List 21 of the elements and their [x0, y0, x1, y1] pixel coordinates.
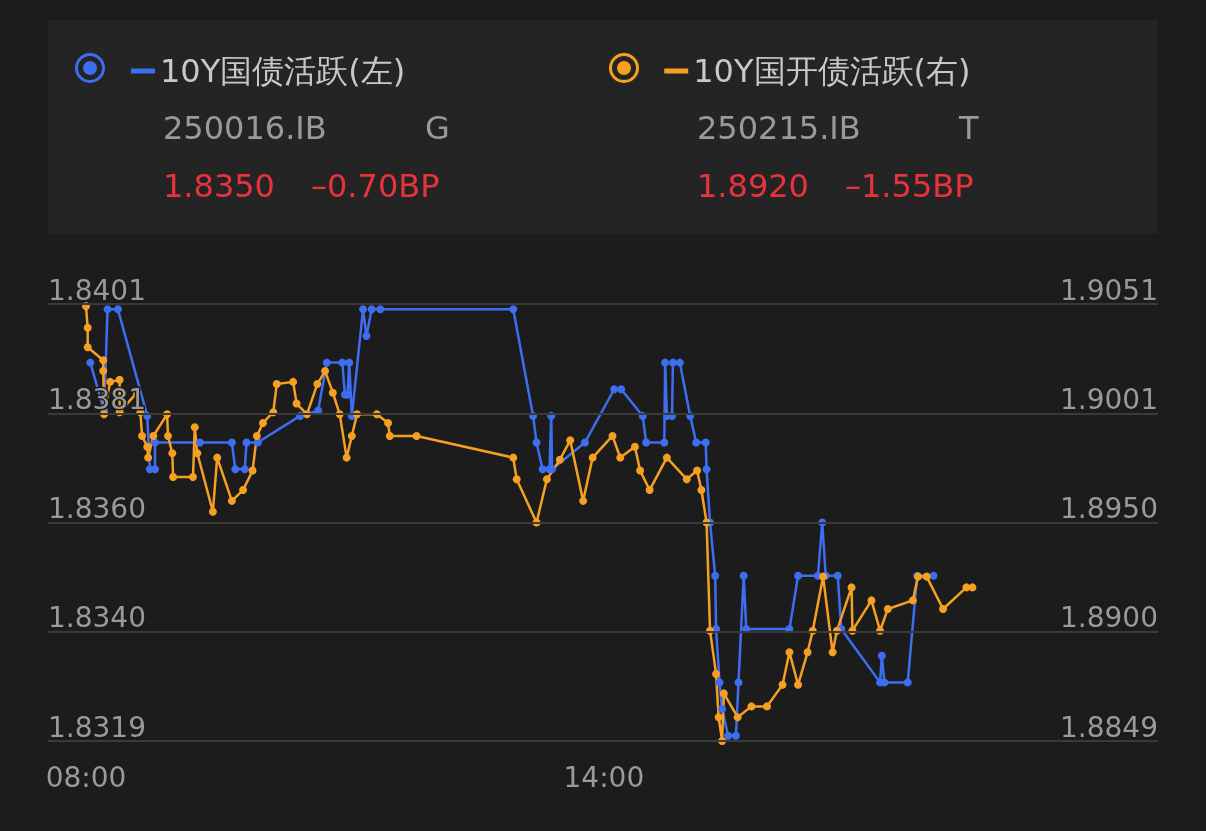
y2-tick-label: 1.8900 [1060, 601, 1158, 635]
text: 250215.IB [697, 109, 861, 147]
legend-label: 10Y国债活跃(左) [160, 52, 406, 90]
text: 1.8350 [163, 167, 275, 205]
text: 250016.IB [163, 109, 327, 147]
text: G [425, 109, 450, 147]
legend-label: 10Y国开债活跃(右) [693, 52, 971, 90]
y2-tick-label: 1.8950 [1060, 492, 1158, 525]
y2-tick-label: 1.9051 [1060, 273, 1158, 307]
text: –1.55BP [845, 167, 974, 205]
y2-tick-label: 1.9001 [1060, 382, 1158, 416]
x-tick-label: 08:00 [45, 760, 127, 794]
y2-tick-label: 1.8849 [1060, 710, 1158, 744]
text: T [959, 109, 979, 147]
y-tick-label: 1.8319 [48, 710, 146, 744]
y-tick-label: 1.8360 [48, 492, 146, 525]
text: –0.70BP [311, 167, 440, 205]
text: 1.8920 [697, 167, 809, 205]
y-tick-label: 1.8401 [48, 273, 146, 307]
y-tick-label: 1.8340 [48, 601, 146, 635]
x-tick-label: 14:00 [563, 760, 645, 794]
